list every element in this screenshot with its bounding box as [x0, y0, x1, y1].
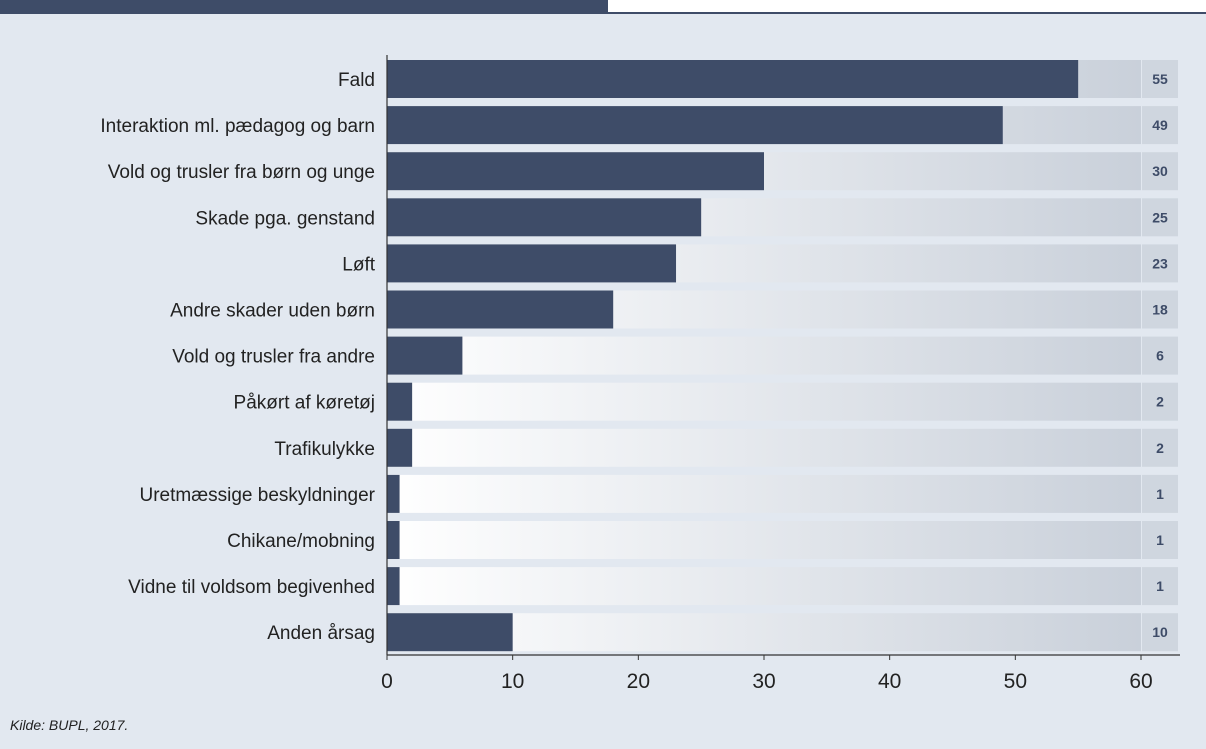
- value-label: 18: [1152, 302, 1168, 318]
- header-band-dark: [0, 0, 608, 14]
- value-cell: [1142, 474, 1178, 513]
- value-label: 25: [1152, 209, 1168, 225]
- value-label: 2: [1156, 440, 1164, 456]
- category-label: Skade pga. genstand: [195, 208, 375, 229]
- value-cell: [1142, 428, 1178, 467]
- value-cell: [1142, 152, 1178, 191]
- value-cell: [1142, 106, 1178, 145]
- value-label: 23: [1152, 255, 1168, 271]
- header-band-light: [608, 0, 1206, 14]
- x-tick-label: 60: [1129, 670, 1152, 693]
- header-rule: [608, 12, 1206, 14]
- bar: [387, 198, 702, 237]
- bar: [387, 244, 677, 283]
- value-label: 49: [1152, 117, 1168, 133]
- value-cell: [1142, 567, 1178, 606]
- source-note: Kilde: BUPL, 2017.: [10, 717, 129, 733]
- value-cell: [1142, 521, 1178, 559]
- x-tick-label: 0: [381, 670, 393, 693]
- category-label: Uretmæssige beskyldninger: [140, 485, 376, 506]
- bar: [387, 152, 764, 191]
- bar-track: [387, 567, 1141, 606]
- bar-track: [387, 521, 1141, 559]
- bar-track: [387, 382, 1141, 421]
- value-label: 10: [1152, 624, 1168, 640]
- value-cell: [1142, 613, 1178, 652]
- value-cell: [1142, 290, 1178, 329]
- value-label: 1: [1156, 578, 1164, 594]
- category-label: Andre skader uden børn: [170, 301, 375, 322]
- bar: [387, 567, 400, 606]
- category-label: Vidne til voldsom begivenhed: [128, 577, 375, 598]
- x-tick-label: 10: [501, 670, 524, 693]
- bar: [387, 613, 513, 652]
- value-label: 6: [1156, 348, 1164, 364]
- bar: [387, 428, 413, 467]
- category-label: Vold og trusler fra andre: [172, 347, 375, 368]
- category-label: Interaktion ml. pædagog og barn: [100, 116, 375, 137]
- bar: [387, 106, 1003, 145]
- bar-track: [387, 474, 1141, 513]
- x-tick-label: 50: [1004, 670, 1027, 693]
- value-label: 55: [1152, 71, 1168, 87]
- value-label: 30: [1152, 163, 1168, 179]
- bar-track: [387, 336, 1141, 375]
- value-cell: [1142, 244, 1178, 283]
- value-cell: [1142, 60, 1178, 98]
- category-label: Anden årsag: [267, 623, 375, 644]
- value-cell: [1142, 336, 1178, 375]
- category-label: Løft: [342, 254, 375, 275]
- value-label: 2: [1156, 394, 1164, 410]
- category-label: Trafikulykke: [274, 439, 375, 460]
- x-tick-label: 20: [627, 670, 650, 693]
- category-label: Fald: [338, 70, 375, 91]
- category-label: Påkørt af køretøj: [234, 393, 375, 414]
- value-cell: [1142, 198, 1178, 237]
- bar: [387, 290, 614, 329]
- value-cell: [1142, 382, 1178, 421]
- value-label: 1: [1156, 532, 1164, 548]
- x-tick-label: 30: [752, 670, 775, 693]
- bar: [387, 382, 413, 421]
- bar: [387, 474, 400, 513]
- bar-track: [387, 428, 1141, 467]
- value-label: 1: [1156, 486, 1164, 502]
- x-tick-label: 40: [878, 670, 901, 693]
- bar: [387, 336, 463, 375]
- category-label: Chikane/mobning: [227, 531, 375, 552]
- category-label: Vold og trusler fra børn og unge: [108, 162, 375, 183]
- bar: [387, 60, 1079, 98]
- bar: [387, 521, 400, 559]
- horizontal-bar-chart: Fald 55 Interaktion ml. pædagog og barn 49 V…: [100, 55, 1180, 693]
